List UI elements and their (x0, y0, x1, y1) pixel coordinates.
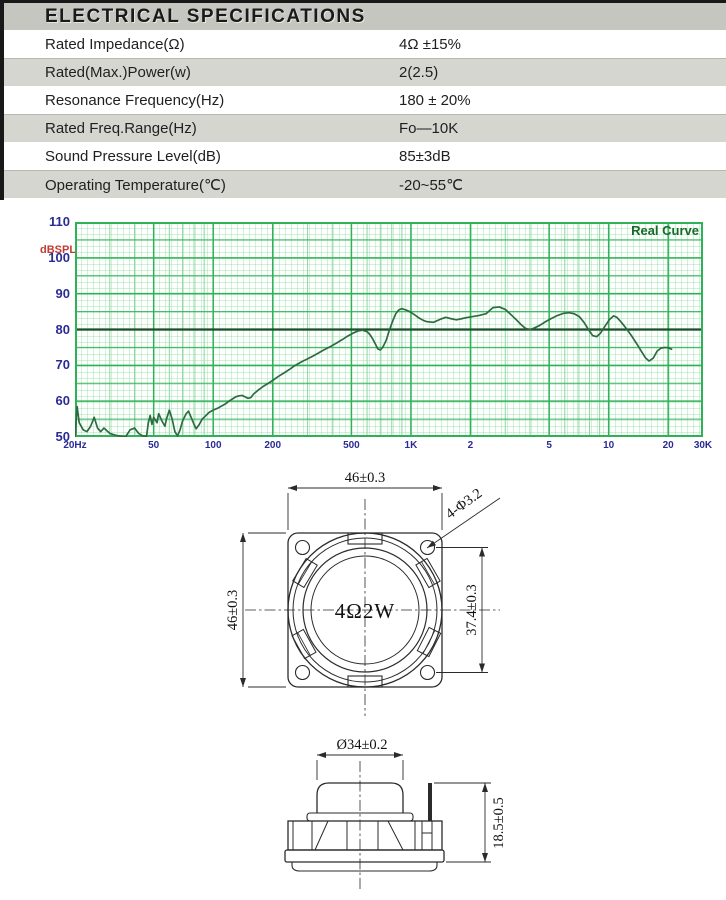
dim-height: 46±0.3 (225, 590, 241, 631)
spec-table: Rated Impedance(Ω) 4Ω ±15% Rated(Max.)Po… (4, 30, 726, 198)
table-row: Rated Freq.Range(Hz) Fo—10K (4, 114, 726, 142)
speaker-ring-2 (292, 537, 438, 683)
table-row: Sound Pressure Level(dB) 85±3dB (4, 142, 726, 170)
clip (292, 557, 318, 589)
x-tick-label: 30K (693, 440, 713, 451)
top-border-strip (0, 0, 726, 3)
magnet-dome (316, 782, 404, 813)
dim-total-height: 18.5±0.5 (491, 797, 507, 848)
mounting-plate (284, 849, 445, 863)
table-row: Operating Temperature(℃) -20~55℃ (4, 170, 726, 198)
speaker-cone-rim (302, 547, 428, 673)
dim-holes: 4-Φ3.2 (443, 486, 485, 523)
bottom-tab (347, 675, 383, 688)
left-border-strip (0, 0, 4, 200)
spec-value: 180 ± 20% (399, 91, 471, 109)
spec-value: 4Ω ±15% (399, 35, 461, 53)
x-tick-label: 5 (546, 440, 552, 451)
speaker-cone-inner (310, 555, 420, 665)
y-tick-label: 70 (55, 357, 70, 373)
y-tick-label: 80 (55, 321, 70, 337)
basket-body (287, 820, 443, 851)
mounting-hole (294, 539, 311, 556)
x-tick-label: 1K (404, 440, 418, 451)
clip (416, 626, 442, 658)
chart-canvas (75, 222, 703, 437)
chart-legend-real-curve: Real Curve (631, 223, 699, 238)
mounting-hole (419, 539, 436, 556)
x-tick-label: 100 (204, 440, 222, 451)
x-tick-label: 20Hz (63, 440, 87, 451)
spec-label: Sound Pressure Level(dB) (45, 147, 221, 165)
spec-value: 2(2.5) (399, 64, 439, 81)
x-tick-label: 2 (467, 440, 474, 451)
frequency-response-chart: dBSPL Real Curve 110 100 90 80 70 60 50 20Hz 50… (0, 214, 726, 463)
x-tick-label: 500 (343, 440, 360, 451)
x-tick-label: 50 (148, 440, 160, 451)
front-view-drawing: 46±0.3 46±0.3 37.4±0.3 4-Φ3.2 4Ω2W (225, 470, 501, 716)
y-tick-label: 100 (48, 249, 70, 265)
spec-label: Resonance Frequency(Hz) (45, 91, 225, 109)
table-row: Resonance Frequency(Hz) 180 ± 20% (4, 86, 726, 114)
dim-diameter: Ø34±0.2 (336, 737, 387, 753)
y-tick-label: 90 (55, 285, 70, 301)
section-title-bar: ELECTRICAL SPECIFICATIONS (4, 3, 726, 30)
y-tick-label: 50 (55, 429, 70, 444)
spec-value: 85±3dB (399, 147, 451, 165)
spec-value: Fo—10K (399, 120, 459, 137)
x-tick-label: 200 (264, 440, 282, 451)
vent-diagonal (387, 820, 404, 851)
page-title: ELECTRICAL SPECIFICATIONS (45, 5, 366, 27)
impedance-power-label: 4Ω2W (335, 599, 395, 623)
spec-label: Rated(Max.)Power(w) (45, 64, 191, 81)
clip (291, 628, 317, 660)
clip (415, 557, 441, 589)
table-row: Rated Impedance(Ω) 4Ω ±15% (4, 30, 726, 58)
table-row: Rated(Max.)Power(w) 2(2.5) (4, 58, 726, 86)
spec-value: -20~55℃ (399, 176, 463, 194)
spec-label: Operating Temperature(℃) (45, 176, 226, 194)
x-tick-label: 20 (662, 440, 674, 451)
mounting-hole (294, 664, 311, 681)
y-tick-label: 60 (55, 393, 70, 409)
spec-label: Rated Impedance(Ω) (45, 35, 185, 53)
vent-diagonal (314, 820, 329, 851)
chart-plot-area: Real Curve (75, 222, 703, 437)
side-view-drawing: Ø34±0.2 18.5±0.5 (284, 737, 507, 891)
leader-line (426, 497, 501, 549)
spec-label: Rated Freq.Range(Hz) (45, 120, 197, 137)
y-tick-label: 110 (49, 214, 70, 229)
dim-width: 46±0.3 (345, 470, 386, 486)
dim-hole-spacing: 37.4±0.3 (464, 584, 480, 635)
gasket (291, 861, 438, 872)
x-tick-label: 10 (603, 440, 615, 451)
top-tab (347, 532, 383, 545)
mounting-hole (419, 664, 436, 681)
y-axis-unit-label: dBSPL (40, 244, 77, 256)
